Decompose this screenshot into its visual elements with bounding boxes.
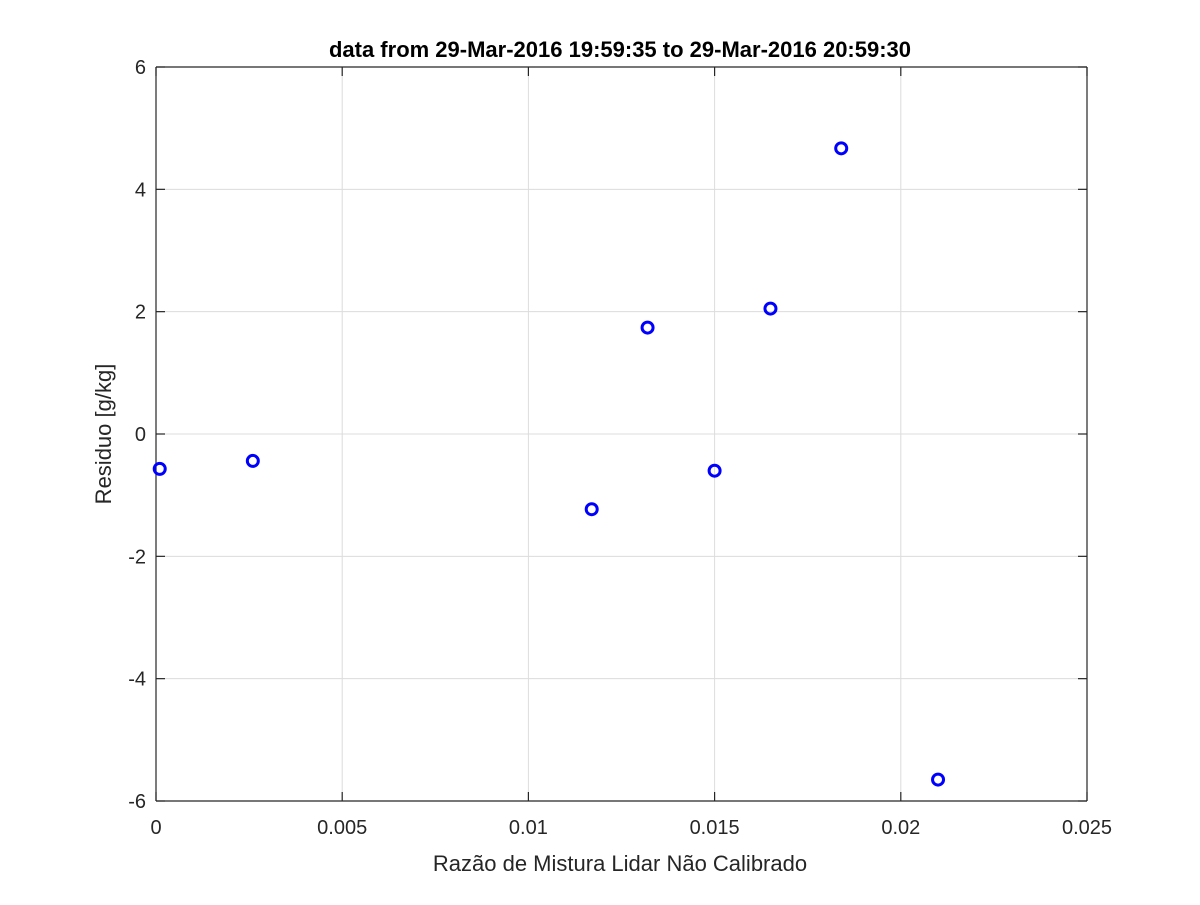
y-tick-label: -6: [128, 791, 146, 813]
data-point: [834, 141, 849, 156]
y-tick-label: -2: [128, 546, 146, 568]
ticks: 0 0.005 0.01 0.015 0.02 0.025 -6 -4 -2 0 2 4 6: [128, 57, 1112, 839]
data-point: [640, 320, 655, 335]
x-tick-label: 0.015: [690, 817, 740, 839]
x-tick-label: 0.025: [1062, 817, 1112, 839]
y-tick-label: 4: [135, 179, 146, 201]
y-tick-label: 2: [135, 302, 146, 324]
y-axis-label: Residuo [g/kg]: [91, 364, 116, 505]
data-points: [152, 141, 946, 787]
y-tick-label: -4: [128, 669, 146, 691]
data-point: [152, 461, 167, 476]
data-point: [931, 772, 946, 787]
chart-title: data from 29-Mar-2016 19:59:35 to 29-Mar…: [329, 37, 911, 62]
data-point: [707, 463, 722, 478]
x-tick-label: 0: [150, 817, 161, 839]
data-point: [584, 502, 599, 517]
x-tick-label: 0.01: [509, 817, 548, 839]
y-tick-label: 0: [135, 424, 146, 446]
y-tick-label: 6: [135, 57, 146, 79]
x-tick-label: 0.005: [317, 817, 367, 839]
data-point: [763, 301, 778, 316]
x-tick-label: 0.02: [881, 817, 920, 839]
data-point: [245, 453, 260, 468]
x-axis-label: Razão de Mistura Lidar Não Calibrado: [433, 851, 807, 876]
